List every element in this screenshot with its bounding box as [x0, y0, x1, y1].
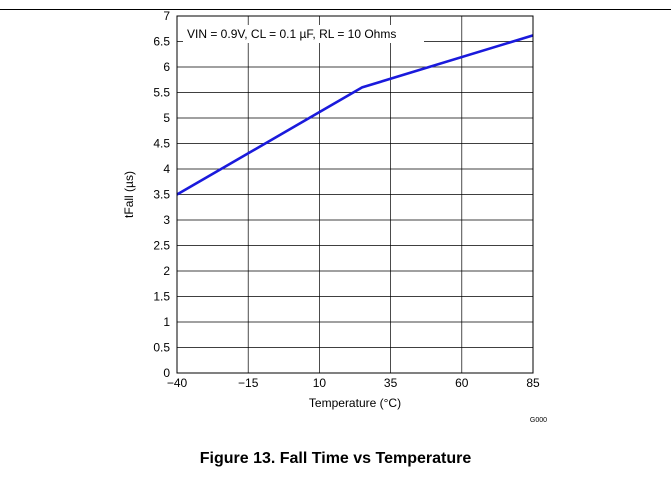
y-tick-label: 3.5: [153, 188, 170, 202]
x-tick-label: 85: [526, 376, 540, 390]
x-tick-label: −15: [238, 376, 259, 390]
y-tick-label: 4.5: [153, 137, 170, 151]
figure-caption: Figure 13. Fall Time vs Temperature: [199, 450, 472, 467]
graph-id-label: G000: [530, 417, 547, 424]
y-tick-label: 2: [163, 264, 170, 278]
y-tick-labels: 0 0.5 1 1.5 2 2.5 3 3.5 4 4.5 5 5.5 6 6.5 7: [153, 9, 170, 380]
y-tick-label: 0: [163, 366, 170, 380]
plot-frame: [176, 15, 534, 374]
fall-time-chart: VIN = 0.9V, CL = 0.1 µF, RL = 10 Ohms 00…: [122, 9, 547, 424]
x-tick-label: 10: [313, 376, 327, 390]
grid-lines: [177, 16, 533, 373]
top-rule: [0, 9, 671, 10]
x-tick-label: 35: [384, 376, 398, 390]
series-group: [176, 34, 534, 196]
y-tick-label: 5: [163, 111, 170, 125]
y-tick-label: 1.5: [153, 290, 170, 304]
y-tick-label: 6: [163, 60, 170, 74]
y-tick-label: 6.5: [153, 35, 170, 49]
y-tick-label: 7: [163, 9, 170, 23]
x-tick-label: 60: [455, 376, 469, 390]
y-tick-label: 3: [163, 213, 170, 227]
x-tick-labels: −40 −15 10 35 60 85: [167, 376, 540, 390]
y-axis-label: tFall (µs): [122, 171, 136, 218]
y-tick-label: 2.5: [153, 239, 170, 253]
series-line-0: [176, 34, 534, 196]
annotation-background: [183, 25, 424, 43]
annotation-text: VIN = 0.9V, CL = 0.1 µF, RL = 10 Ohms: [187, 27, 396, 41]
x-tick-label: −40: [167, 376, 188, 390]
x-axis-label: Temperature (°C): [309, 396, 401, 410]
y-tick-label: 1: [163, 315, 170, 329]
y-tick-label: 0.5: [153, 341, 170, 355]
annotation-group: VIN = 0.9V, CL = 0.1 µF, RL = 10 Ohms: [183, 25, 424, 43]
y-tick-label: 4: [163, 162, 170, 176]
y-tick-label: 5.5: [153, 86, 170, 100]
